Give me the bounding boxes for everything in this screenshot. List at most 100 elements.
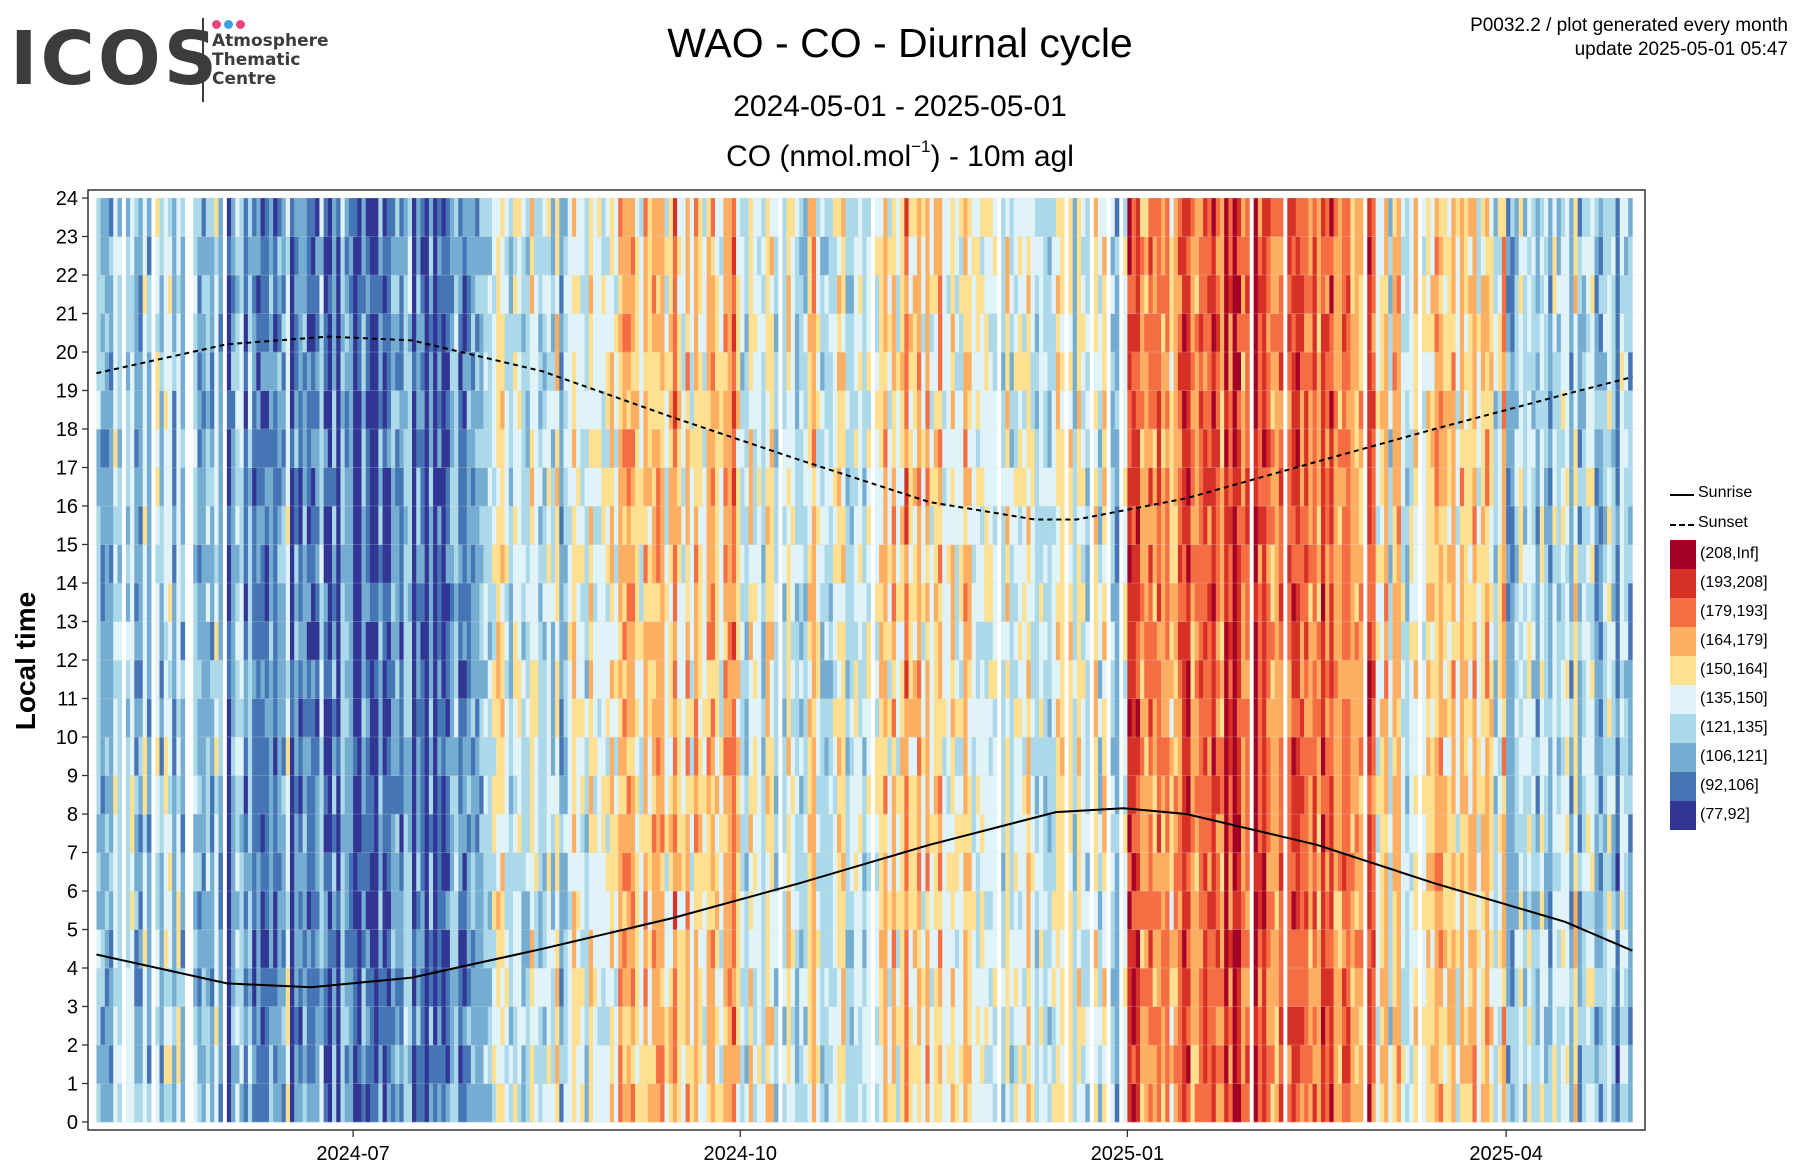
heatmap-cell — [904, 1006, 909, 1046]
heatmap-cell — [294, 352, 299, 391]
heatmap-cell — [374, 467, 379, 507]
heatmap-cell — [837, 236, 842, 276]
heatmap-cell — [96, 1083, 101, 1123]
heatmap-cell — [433, 313, 438, 353]
heatmap-cell — [736, 929, 741, 969]
heatmap-cell — [971, 352, 977, 391]
heatmap-cell — [302, 352, 308, 391]
heatmap-cell — [311, 660, 316, 699]
heatmap-cell — [576, 929, 581, 969]
heatmap-cell — [311, 1045, 316, 1084]
heatmap-cell — [685, 313, 691, 353]
heatmap-cell — [668, 1083, 674, 1123]
heatmap-cell — [550, 621, 556, 661]
heatmap-cell — [125, 1045, 131, 1084]
heatmap-cell — [475, 236, 480, 276]
heatmap-cell — [327, 198, 333, 237]
heatmap-cell — [500, 198, 505, 237]
heatmap-cell — [853, 968, 859, 1007]
heatmap-cell — [104, 236, 110, 276]
heatmap-cell — [470, 1045, 476, 1084]
heatmap-cell — [500, 467, 505, 507]
heatmap-cell — [853, 236, 859, 276]
heatmap-cell — [811, 775, 817, 815]
heatmap-cell — [660, 467, 665, 507]
heatmap-cell — [874, 313, 880, 353]
heatmap-cell — [874, 506, 880, 545]
heatmap-cell — [622, 313, 627, 353]
heatmap-cell — [504, 852, 510, 892]
heatmap-cell — [470, 544, 476, 584]
heatmap-cell — [757, 737, 762, 776]
heatmap-cell — [841, 1006, 846, 1046]
heatmap-cell — [837, 429, 842, 468]
heatmap-cell — [900, 814, 905, 853]
heatmap-cell — [816, 467, 821, 507]
heatmap-cell — [895, 775, 901, 815]
heatmap-cell — [597, 852, 602, 892]
heatmap-cell — [268, 313, 274, 353]
heatmap-cell — [744, 352, 749, 391]
heatmap-cell — [980, 275, 985, 314]
heatmap-cell — [542, 198, 547, 237]
heatmap-cell — [786, 1083, 792, 1123]
heatmap-cell — [163, 660, 169, 699]
heatmap-cell — [799, 891, 804, 930]
heatmap-cell — [210, 814, 215, 853]
heatmap-cell — [399, 1083, 404, 1123]
heatmap-cell — [491, 852, 497, 892]
heatmap-cell — [879, 1045, 884, 1084]
heatmap-cell — [117, 544, 122, 584]
heatmap-cell — [601, 198, 606, 237]
heatmap-cell — [462, 621, 468, 661]
heatmap-cell — [807, 198, 813, 237]
heatmap-cell — [357, 467, 362, 507]
heatmap-cell — [820, 698, 825, 738]
heatmap-cell — [828, 660, 834, 699]
heatmap-cell — [731, 814, 737, 853]
heatmap-cell — [466, 275, 472, 314]
heatmap-cell — [134, 929, 139, 969]
heatmap-cell — [698, 1006, 703, 1046]
heatmap-cell — [311, 1083, 316, 1123]
heatmap-cell — [929, 891, 935, 930]
heatmap-cell — [109, 737, 114, 776]
heatmap-cell — [281, 1083, 287, 1123]
heatmap-cell — [832, 544, 838, 584]
heatmap-cell — [727, 275, 733, 314]
heatmap-cell — [273, 1006, 278, 1046]
heatmap-cell — [702, 198, 707, 237]
heatmap-cell — [306, 660, 312, 699]
heatmap-cell — [963, 814, 968, 853]
heatmap-cell — [243, 429, 249, 468]
heatmap-cell — [113, 737, 118, 776]
heatmap-cell — [799, 583, 804, 622]
heatmap-cell — [635, 313, 640, 353]
heatmap-cell — [820, 467, 825, 507]
heatmap-cell — [146, 313, 152, 353]
heatmap-cell — [921, 313, 926, 353]
heatmap-cell — [100, 891, 106, 930]
heatmap-cell — [390, 698, 396, 738]
heatmap-cell — [563, 1045, 569, 1084]
heatmap-cell — [546, 814, 552, 853]
heatmap-cell — [992, 814, 998, 853]
heatmap-cell — [109, 583, 114, 622]
heatmap-cell — [243, 968, 249, 1007]
heatmap-cell — [264, 467, 270, 507]
heatmap-cell — [256, 467, 261, 507]
heatmap-cell — [348, 660, 354, 699]
heatmap-cell — [424, 352, 430, 391]
heatmap-cell — [748, 775, 754, 815]
heatmap-cell — [618, 313, 623, 353]
heatmap-cell — [462, 275, 468, 314]
heatmap-cell — [256, 852, 261, 892]
heatmap-cell — [702, 429, 707, 468]
heatmap-cell — [104, 814, 110, 853]
heatmap-cell — [264, 968, 270, 1007]
heatmap-cell — [811, 968, 817, 1007]
heatmap-cell — [601, 275, 606, 314]
heatmap-cell — [576, 275, 581, 314]
heatmap-cell — [462, 1083, 468, 1123]
heatmap-cell — [399, 275, 404, 314]
